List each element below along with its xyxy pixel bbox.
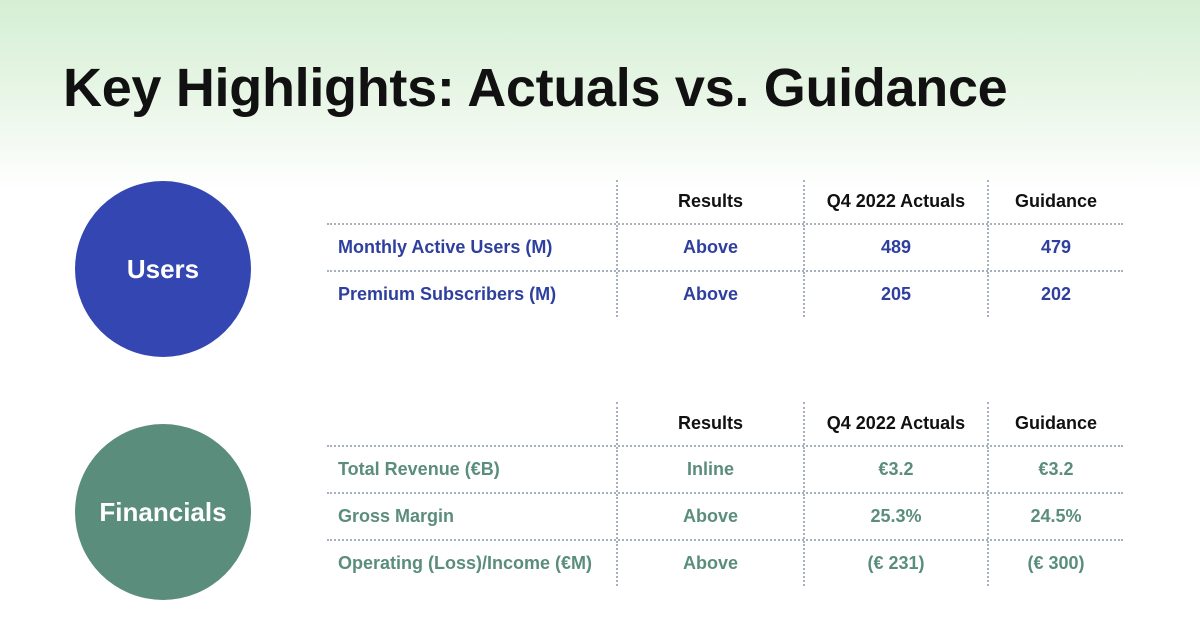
column-header-actuals: Q4 2022 Actuals (803, 402, 987, 445)
table-header-row: Results Q4 2022 Actuals Guidance (327, 402, 1123, 447)
page-title: Key Highlights: Actuals vs. Guidance (63, 58, 1008, 118)
users-section-label: Users (126, 253, 200, 284)
guidance-value: 24.5% (987, 494, 1123, 539)
guidance-value: 479 (987, 225, 1123, 270)
metric-label: Premium Subscribers (M) (338, 284, 557, 304)
guidance-value: 202 (987, 272, 1123, 317)
table-row: Total Revenue (€B) Inline €3.2 €3.2 (327, 447, 1123, 494)
column-header-actuals: Q4 2022 Actuals (803, 180, 987, 223)
metric-label: Monthly Active Users (M) (338, 237, 553, 257)
column-header-results: Results (616, 402, 803, 445)
column-header-guidance: Guidance (987, 180, 1123, 223)
guidance-value: (€ 300) (987, 541, 1123, 586)
column-header-results: Results (616, 180, 803, 223)
guidance-value: €3.2 (987, 447, 1123, 492)
actual-value: 205 (803, 272, 987, 317)
result-value: Inline (616, 447, 803, 492)
users-section-circle: Users (75, 181, 251, 357)
table-row: Monthly Active Users (M) Above 489 479 (327, 225, 1123, 272)
table-row: Gross Margin Above 25.3% 24.5% (327, 494, 1123, 541)
actual-value: 25.3% (803, 494, 987, 539)
financials-table: Results Q4 2022 Actuals Guidance Total R… (327, 402, 1123, 586)
users-table: Results Q4 2022 Actuals Guidance Monthly… (327, 180, 1123, 317)
actual-value: (€ 231) (803, 541, 987, 586)
header-spacer (327, 180, 616, 223)
table-row: Operating (Loss)/Income (€M) Above (€ 23… (327, 541, 1123, 586)
table-header-row: Results Q4 2022 Actuals Guidance (327, 180, 1123, 225)
metric-label: Gross Margin (338, 506, 455, 526)
financials-section-circle: Financials (75, 424, 251, 600)
column-header-guidance: Guidance (987, 402, 1123, 445)
result-value: Above (616, 494, 803, 539)
metric-label: Total Revenue (€B) (338, 459, 500, 479)
header-spacer (327, 402, 616, 445)
table-row: Premium Subscribers (M) Above 205 202 (327, 272, 1123, 317)
metric-label: Operating (Loss)/Income (€M) (338, 553, 593, 573)
header-band (0, 0, 1200, 190)
result-value: Above (616, 541, 803, 586)
actual-value: 489 (803, 225, 987, 270)
actual-value: €3.2 (803, 447, 987, 492)
result-value: Above (616, 225, 803, 270)
result-value: Above (616, 272, 803, 317)
financials-section-label: Financials (99, 496, 227, 527)
